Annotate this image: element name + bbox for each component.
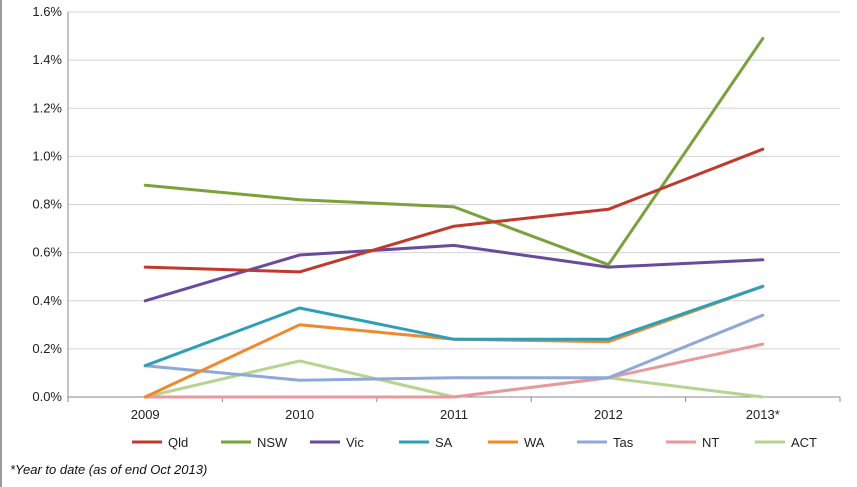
y-tick-label: 0.0% [32,389,62,404]
y-tick-label: 1.4% [32,52,62,67]
series-line-sa [143,284,765,368]
x-tick-label: 2010 [285,407,314,422]
y-tick-label: 1.6% [32,4,62,19]
y-tick-label: 0.2% [32,341,62,356]
series-line-nt [143,342,765,399]
legend-label-nsw: NSW [257,435,288,450]
series-lines [143,37,765,399]
x-tick-label: 2009 [131,407,160,422]
legend-label-qld: Qld [168,435,188,450]
series-line-tas [143,313,765,382]
legend-label-act: ACT [791,435,817,450]
x-tick-label: 2013* [746,407,780,422]
y-tick-labels: 0.0% 0.2% 0.4% 0.6% 0.8% 1.0% 1.2% 1.4% 1.6% [32,4,62,404]
x-tick-label: 2011 [440,407,468,422]
legend-label-vic: Vic [346,435,364,450]
series-line-qld [143,147,765,274]
legend-label-nt: NT [702,435,719,450]
legend-label-wa: WA [524,435,545,450]
legend-label-sa: SA [435,435,453,450]
y-tick-label: 0.6% [32,245,62,260]
x-tick-labels: 2009 2010 2011 2012 2013* [131,407,780,422]
y-tick-label: 0.4% [32,293,62,308]
gridlines [68,11,840,350]
y-tick-label: 1.2% [32,100,62,115]
series-line-vic [143,243,765,303]
y-tick-label: 0.8% [32,197,62,212]
series-line-wa [143,284,765,399]
y-tick-label: 1.0% [32,148,62,163]
x-tick-label: 2012 [594,407,623,422]
legend: Qld NSW Vic SA WA Tas NT ACT [132,435,817,450]
series-line-nsw [143,37,765,267]
legend-label-tas: Tas [613,435,634,450]
footnote: *Year to date (as of end Oct 2013) [10,462,208,477]
